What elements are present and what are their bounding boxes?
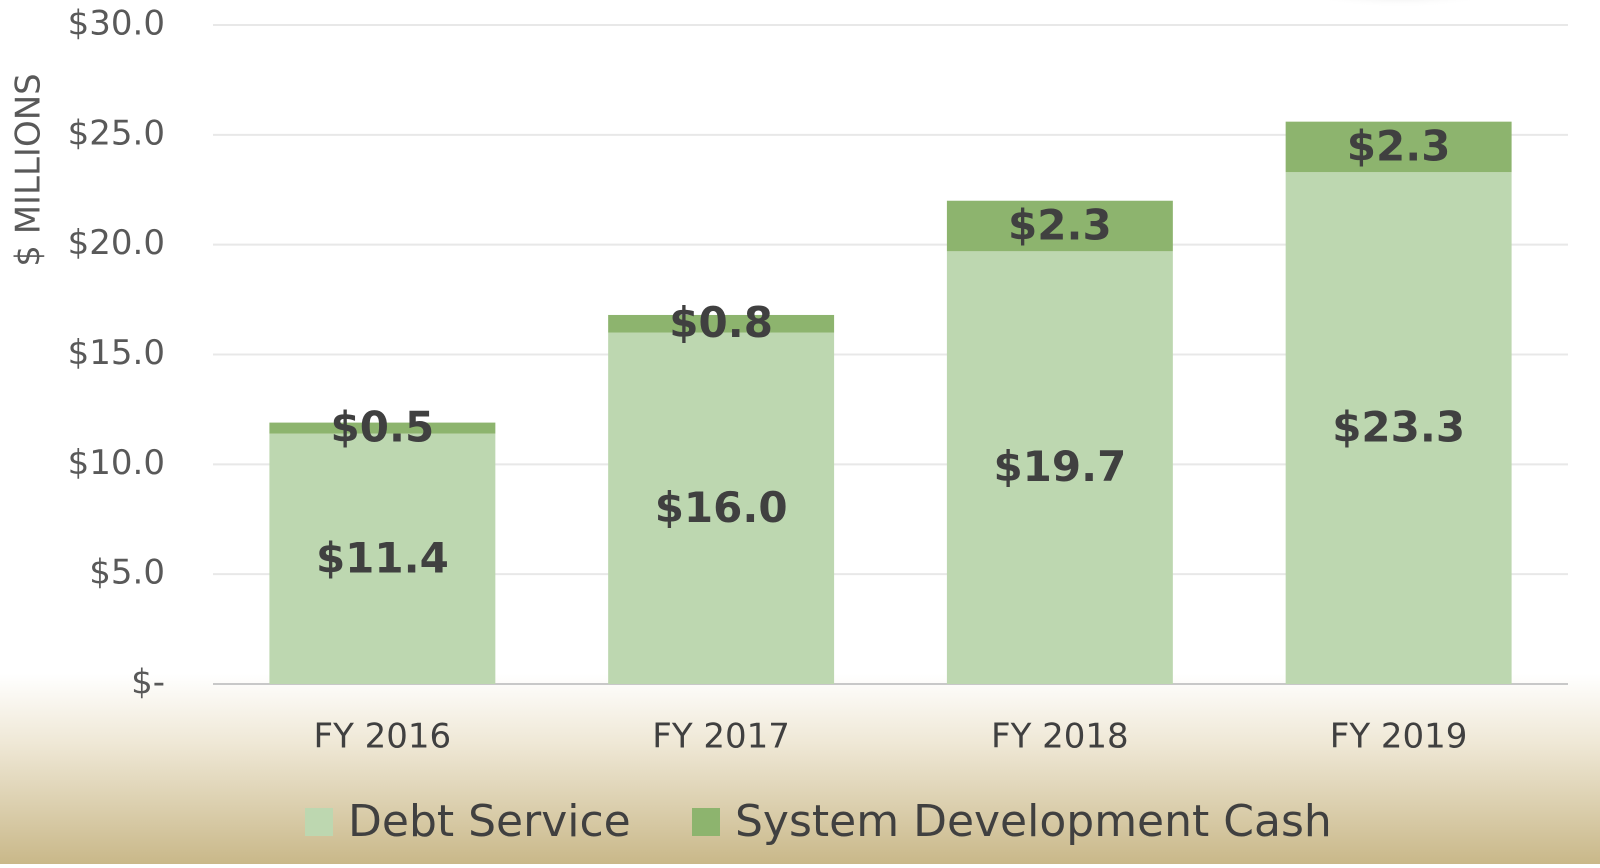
data-label: $11.4: [316, 533, 449, 582]
bar-segment: [1285, 172, 1512, 684]
data-label: $0.5: [331, 403, 435, 452]
y-tick-label: $30.0: [68, 4, 165, 44]
y-tick-label: $25.0: [68, 113, 165, 153]
bar-segment: [608, 332, 835, 684]
data-label: $19.7: [993, 442, 1126, 491]
bar-segment: [946, 200, 1173, 252]
y-tick-label: $10.0: [68, 443, 165, 483]
data-label: $0.8: [669, 298, 773, 347]
y-tick-label: $20.0: [68, 223, 165, 263]
x-tick-label: FY 2017: [652, 717, 790, 757]
data-label: $23.3: [1332, 403, 1465, 452]
bar-segment: [269, 422, 496, 434]
data-label: $16.0: [655, 483, 788, 532]
bar-segment: [608, 314, 835, 333]
bar-segment: [1285, 121, 1512, 173]
legend-label: Debt Service: [348, 796, 631, 847]
bar-segment: [269, 433, 496, 684]
y-tick-label: $-: [131, 663, 165, 703]
legend-label: System Development Cash: [735, 796, 1332, 847]
data-label: $2.3: [1008, 200, 1112, 249]
bar-segment: [946, 251, 1173, 685]
y-tick-label: $15.0: [68, 333, 165, 373]
y-axis-label: $ MILLIONS: [9, 73, 49, 267]
x-tick-label: FY 2016: [314, 717, 452, 757]
legend-swatch: [305, 808, 333, 836]
y-tick-label: $5.0: [89, 553, 165, 593]
x-tick-label: FY 2019: [1330, 717, 1468, 757]
legend-swatch: [692, 808, 720, 836]
x-tick-label: FY 2018: [991, 717, 1129, 757]
data-label: $2.3: [1347, 121, 1451, 170]
decoration: [1288, 0, 1512, 20]
